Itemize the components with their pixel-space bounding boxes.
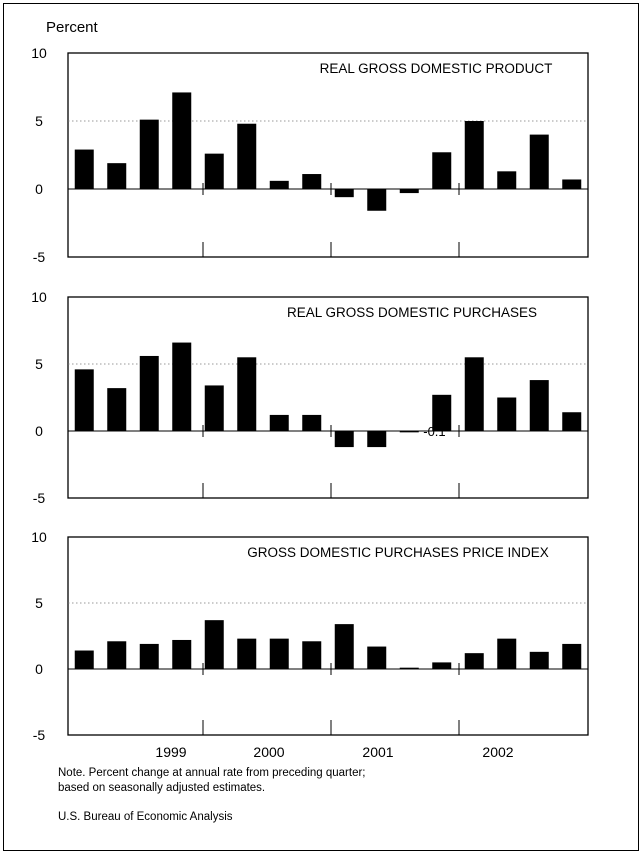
bar <box>529 380 549 431</box>
bar <box>367 189 387 211</box>
y-tick-label: 10 <box>31 529 47 545</box>
panel-title: REAL GROSS DOMESTIC PURCHASES <box>287 305 537 320</box>
plot-border <box>67 296 589 499</box>
bar <box>172 92 192 189</box>
panel-3: 10 5 0 -5 GROSS DOMESTIC PURCHASES PRICE IND… <box>31 529 589 743</box>
bar <box>464 653 484 669</box>
bar <box>302 414 322 431</box>
y-tick-label: -5 <box>33 727 46 743</box>
bar <box>74 650 94 669</box>
bar <box>432 394 452 431</box>
bar <box>562 643 582 669</box>
bar <box>139 643 159 669</box>
y-tick-label: 0 <box>35 661 43 677</box>
y-tick-label: 10 <box>31 45 47 61</box>
source-label: U.S. Bureau of Economic Analysis <box>58 811 233 823</box>
bar <box>172 639 192 669</box>
bar <box>204 153 224 189</box>
bar <box>237 638 257 669</box>
y-tick-label: 10 <box>31 289 47 305</box>
bar <box>269 414 289 431</box>
figure-frame <box>3 3 639 851</box>
bar <box>399 667 419 669</box>
y-tick-label: 0 <box>35 423 43 439</box>
bar <box>399 189 419 194</box>
y-tick-label: -5 <box>33 490 46 506</box>
bar <box>497 397 517 431</box>
note-line-2: based on seasonally adjusted estimates. <box>58 782 266 794</box>
chart-panels: 10 5 0 -5 REAL GROSS DOMESTIC PRODUCT 10 5 0 -5 R… <box>31 45 589 743</box>
y-tick-label: 5 <box>35 113 43 129</box>
bar <box>367 431 387 448</box>
plot-border <box>67 536 589 736</box>
bar <box>529 651 549 669</box>
bar <box>139 355 159 431</box>
bar <box>237 357 257 431</box>
bar <box>269 180 289 189</box>
bar <box>74 149 94 189</box>
bar <box>107 641 127 669</box>
bar <box>139 119 159 189</box>
y-tick-label: 0 <box>35 181 43 197</box>
bar <box>529 134 549 189</box>
bar <box>497 171 517 189</box>
bar <box>367 646 387 669</box>
bar <box>497 638 517 669</box>
bar <box>464 357 484 431</box>
x-label-2001: 2001 <box>362 744 393 760</box>
data-label: -0.1 <box>423 424 445 439</box>
bar <box>334 189 354 198</box>
bar <box>204 385 224 431</box>
bar <box>562 179 582 189</box>
y-tick-label: 5 <box>35 356 43 372</box>
bar <box>432 152 452 189</box>
panel-2: 10 5 0 -5 REAL GROSS DOMESTIC PURCHASES -0.1 <box>31 289 589 506</box>
panel-title: REAL GROSS DOMESTIC PRODUCT <box>320 61 553 76</box>
x-label-2000: 2000 <box>253 744 284 760</box>
bar <box>562 412 582 431</box>
bar <box>432 662 452 669</box>
y-tick-label: -5 <box>33 249 46 265</box>
bar <box>172 342 192 431</box>
plot-border <box>67 52 589 258</box>
panel-1: 10 5 0 -5 REAL GROSS DOMESTIC PRODUCT <box>31 45 589 265</box>
bar <box>107 163 127 189</box>
bar <box>237 123 257 189</box>
panel-title: GROSS DOMESTIC PURCHASES PRICE INDEX <box>247 545 549 560</box>
bar <box>464 121 484 189</box>
bar <box>334 624 354 669</box>
bar <box>74 369 94 431</box>
x-label-1999: 1999 <box>155 744 186 760</box>
bar <box>399 431 419 433</box>
bar <box>107 388 127 431</box>
unit-label: Percent <box>46 19 99 36</box>
bar <box>269 638 289 669</box>
bar <box>302 641 322 669</box>
bar <box>302 174 322 189</box>
bar <box>334 431 354 448</box>
y-tick-label: 5 <box>35 595 43 611</box>
x-axis-labels: 1999 2000 2001 2002 <box>155 744 513 760</box>
note-line-1: Note. Percent change at annual rate from… <box>58 767 366 779</box>
x-label-2002: 2002 <box>482 744 513 760</box>
bar <box>204 620 224 669</box>
